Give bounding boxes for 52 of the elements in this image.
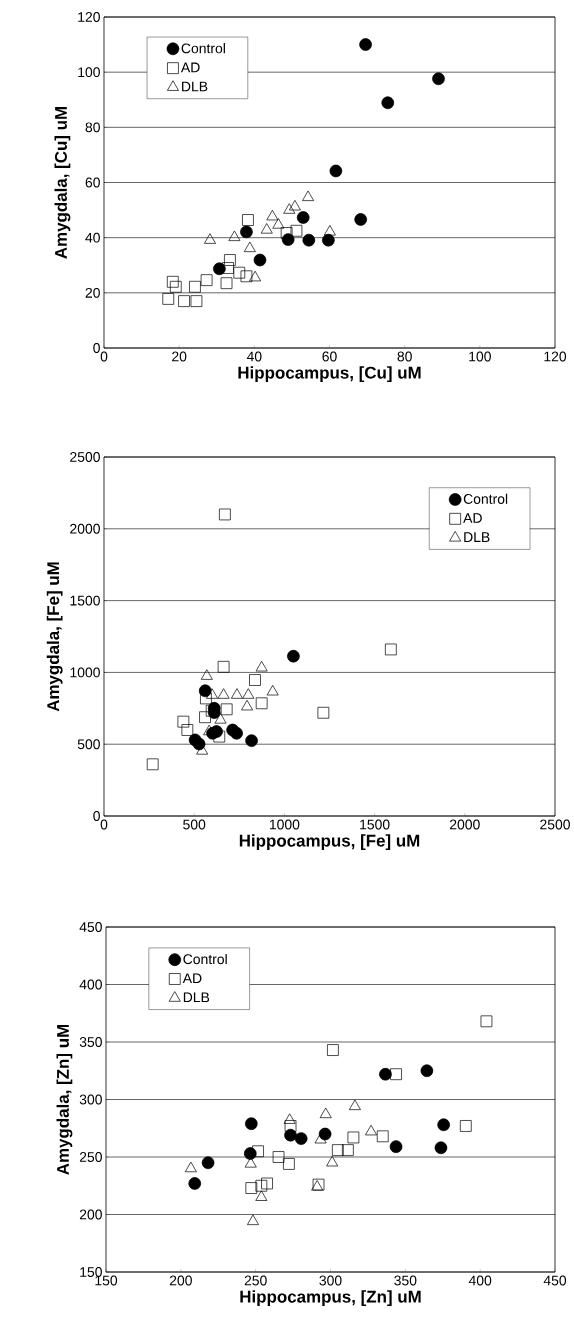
legend-label: AD bbox=[182, 973, 202, 984]
y-tick-label: 350 bbox=[79, 1037, 103, 1047]
x-tick-label: 300 bbox=[319, 1275, 342, 1286]
legend-label: Control bbox=[463, 493, 508, 504]
x-tick-label: 200 bbox=[169, 1275, 193, 1286]
y-tick-label: 2500 bbox=[70, 452, 101, 462]
y-tick-label: 450 bbox=[79, 922, 103, 932]
legend-label: DLB bbox=[182, 81, 208, 92]
x-tick-label: 100 bbox=[469, 351, 492, 362]
y-tick-label: 150 bbox=[80, 1267, 103, 1277]
y-axis-title: Amygdala, [Zn] uM bbox=[56, 1024, 73, 1175]
legend-label: DLB bbox=[464, 532, 490, 542]
x-tick-label: 2000 bbox=[450, 819, 480, 830]
y-tick-label: 200 bbox=[79, 1209, 103, 1220]
legend-label: AD bbox=[181, 62, 200, 73]
x-tick-label: 500 bbox=[183, 819, 206, 830]
legend-label: Control bbox=[181, 43, 226, 54]
y-tick-label: 60 bbox=[85, 177, 101, 188]
y-tick-label: 20 bbox=[85, 287, 101, 298]
x-tick-label: 80 bbox=[397, 351, 412, 362]
x-tick-label: 350 bbox=[394, 1275, 417, 1286]
x-tick-label: 400 bbox=[468, 1275, 492, 1286]
x-tick-label: 40 bbox=[246, 351, 262, 362]
y-tick-label: 120 bbox=[78, 12, 101, 22]
x-tick-label: 450 bbox=[543, 1275, 567, 1286]
y-tick-label: 400 bbox=[79, 979, 103, 990]
legend-label: Control bbox=[183, 953, 227, 965]
y-tick-label: 0 bbox=[93, 343, 101, 353]
y-tick-label: 250 bbox=[79, 1152, 103, 1162]
x-tick-label: 20 bbox=[172, 351, 187, 362]
y-tick-label: 100 bbox=[78, 67, 101, 78]
y-tick-label: 300 bbox=[79, 1094, 103, 1105]
x-axis-title: Hippocampus, [Cu] uM bbox=[238, 366, 421, 383]
legend-label: AD bbox=[463, 513, 482, 523]
x-axis-title: Hippocampus, [Zn] uM bbox=[240, 1290, 421, 1307]
x-axis-title: Hippocampus, [Fe] uM bbox=[239, 834, 420, 851]
y-tick-label: 500 bbox=[77, 739, 101, 750]
legend-label: DLB bbox=[183, 992, 210, 1003]
x-tick-label: 1000 bbox=[270, 819, 300, 830]
x-tick-label: 1500 bbox=[360, 819, 390, 830]
x-tick-label: 2500 bbox=[540, 819, 571, 830]
x-tick-label: 250 bbox=[244, 1275, 267, 1286]
y-tick-label: 0 bbox=[93, 811, 101, 821]
y-axis-title: Amygdala, [Cu] uM bbox=[54, 106, 71, 259]
y-tick-label: 40 bbox=[85, 232, 101, 243]
y-tick-label: 1500 bbox=[70, 595, 101, 606]
x-tick-label: 60 bbox=[322, 351, 337, 362]
y-tick-label: 80 bbox=[85, 122, 101, 133]
x-tick-label: 120 bbox=[544, 351, 567, 362]
y-tick-label: 1000 bbox=[70, 667, 101, 678]
y-axis-title: Amygdala, [Fe] uM bbox=[46, 562, 63, 712]
y-tick-label: 2000 bbox=[70, 523, 101, 534]
